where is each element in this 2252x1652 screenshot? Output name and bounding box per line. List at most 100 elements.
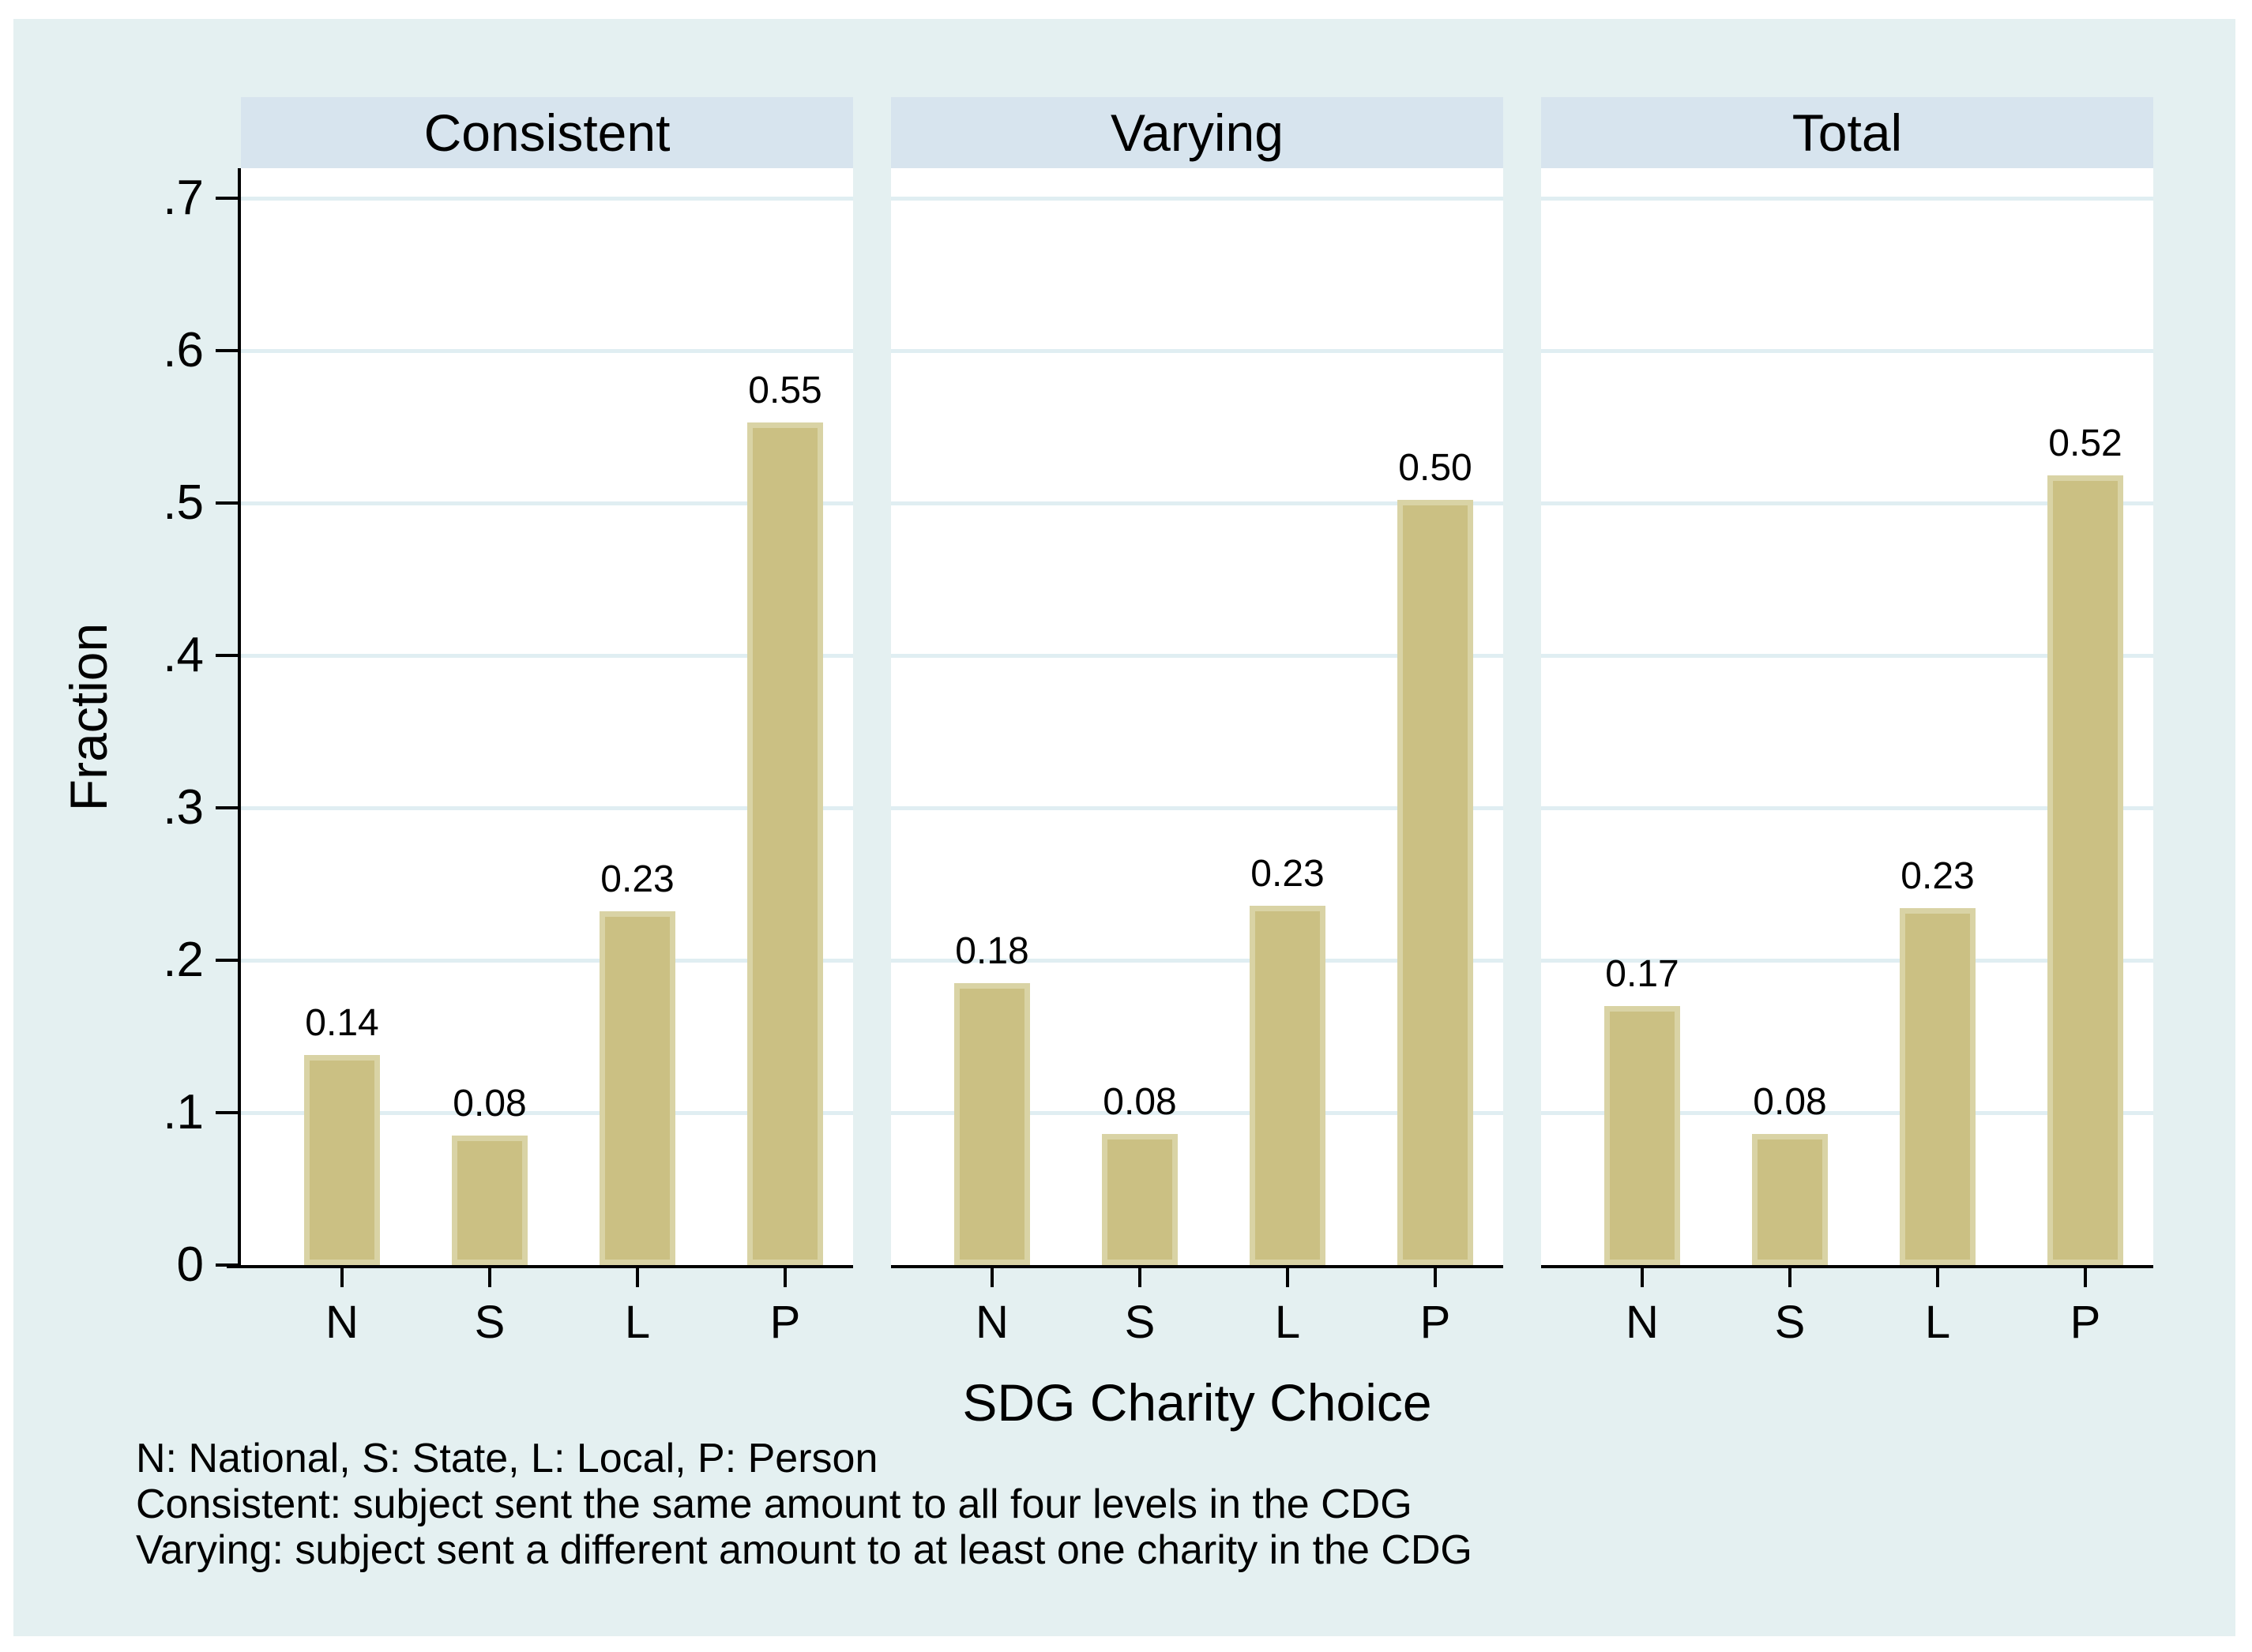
gridline	[891, 196, 1503, 201]
y-axis-tick	[216, 197, 238, 200]
gridline	[891, 805, 1503, 810]
x-axis-tick	[1936, 1268, 1939, 1287]
gridline	[891, 348, 1503, 353]
x-axis-tick	[340, 1268, 344, 1287]
bar-l	[600, 911, 675, 1265]
bar-value-label: 0.08	[453, 1083, 527, 1124]
bar-s	[1102, 1134, 1178, 1265]
x-tick-label-l: L	[1924, 1297, 1951, 1348]
gridline	[891, 1110, 1503, 1115]
panel-title: Consistent	[423, 103, 671, 162]
x-tick-label-n: N	[976, 1297, 1009, 1348]
x-tick-label-p: P	[1419, 1297, 1451, 1348]
gridline	[241, 653, 853, 658]
y-axis-tick	[216, 1263, 238, 1267]
panel-header: Varying	[891, 97, 1503, 168]
x-axis-line	[227, 1265, 853, 1268]
bar-s	[452, 1136, 528, 1265]
y-axis-tick	[216, 1111, 238, 1114]
gridline	[891, 958, 1503, 963]
bar-l	[1250, 906, 1325, 1265]
x-tick-label-s: S	[474, 1297, 506, 1348]
bar-p	[1397, 500, 1473, 1265]
bar-value-label: 0.23	[600, 858, 675, 900]
x-axis-line	[1541, 1265, 2153, 1268]
bar-p	[747, 422, 823, 1265]
panel-title: Total	[1791, 103, 1903, 162]
y-axis-tick-label: .4	[163, 628, 204, 682]
bar-value-label: 0.55	[748, 370, 822, 411]
gridline	[241, 958, 853, 963]
bar-value-label: 0.17	[1605, 953, 1679, 995]
gridline	[1541, 196, 2153, 201]
y-axis-tick	[216, 349, 238, 352]
bar-n	[954, 983, 1030, 1265]
gridline	[1541, 805, 2153, 810]
x-tick-label-p: P	[769, 1297, 801, 1348]
x-axis-tick	[1138, 1268, 1141, 1287]
note-line-2: Consistent: subject sent the same amount…	[136, 1481, 1412, 1527]
y-axis-tick-label: .2	[163, 933, 204, 987]
x-tick-label-l: L	[624, 1297, 651, 1348]
gridline	[1541, 653, 2153, 658]
bar-value-label: 0.08	[1103, 1081, 1177, 1123]
panel-plot: 0.14 0.08 0.23 0.55	[241, 168, 853, 1265]
gridline	[241, 348, 853, 353]
y-axis-tick-label: 0	[176, 1237, 204, 1292]
gridline	[241, 196, 853, 201]
panel-header: Consistent	[241, 97, 853, 168]
x-axis-tick	[1434, 1268, 1437, 1287]
gridline	[241, 805, 853, 810]
panel-plot: 0.17 0.08 0.23 0.52	[1541, 168, 2153, 1265]
bar-n	[304, 1055, 380, 1265]
bar-value-label: 0.23	[1250, 853, 1325, 895]
x-axis-tick	[784, 1268, 787, 1287]
y-axis-tick-label: .5	[163, 475, 204, 530]
bar-value-label: 0.14	[305, 1002, 379, 1044]
bar-l	[1900, 908, 1976, 1265]
y-axis-tick	[216, 806, 238, 809]
x-tick-label-s: S	[1124, 1297, 1156, 1348]
y-axis-line	[238, 168, 241, 1268]
bar-value-label: 0.52	[2048, 422, 2122, 464]
x-axis-tick	[1788, 1268, 1791, 1287]
x-tick-label-s: S	[1774, 1297, 1806, 1348]
gridline	[1541, 501, 2153, 505]
x-axis-tick	[991, 1268, 994, 1287]
bar-value-label: 0.23	[1900, 855, 1975, 897]
note-line-3: Varying: subject sent a different amount…	[136, 1527, 1472, 1573]
note-line-1: N: National, S: State, L: Local, P: Pers…	[136, 1436, 878, 1481]
x-tick-label-n: N	[325, 1297, 359, 1348]
x-axis-tick	[488, 1268, 491, 1287]
x-axis-tick	[1286, 1268, 1289, 1287]
x-tick-label-n: N	[1626, 1297, 1659, 1348]
x-axis-tick	[636, 1268, 639, 1287]
gridline	[891, 653, 1503, 658]
x-tick-label-p: P	[2070, 1297, 2101, 1348]
gridline	[1541, 1110, 2153, 1115]
bar-value-label: 0.18	[955, 930, 1029, 972]
gridline	[891, 501, 1503, 505]
y-axis-tick-label: .7	[163, 171, 204, 225]
bar-n	[1604, 1006, 1680, 1265]
gridline	[1541, 958, 2153, 963]
y-axis-tick-label: .3	[163, 780, 204, 835]
x-tick-label-l: L	[1274, 1297, 1301, 1348]
y-axis-tick	[216, 501, 238, 505]
gridline	[241, 501, 853, 505]
panel-header: Total	[1541, 97, 2153, 168]
bar-p	[2047, 475, 2123, 1265]
x-axis-line	[891, 1265, 1503, 1268]
panel-title: Varying	[1111, 103, 1284, 162]
y-axis-tick-label: .6	[163, 323, 204, 377]
panel-plot: 0.18 0.08 0.23 0.50	[891, 168, 1503, 1265]
figure-notes: N: National, S: State, L: Local, P: Pers…	[136, 1436, 1472, 1573]
x-axis-tick	[2084, 1268, 2087, 1287]
bar-s	[1752, 1134, 1828, 1265]
gridline	[241, 1110, 853, 1115]
x-axis-title: SDG Charity Choice	[962, 1373, 1432, 1432]
y-axis-tick	[216, 654, 238, 657]
y-axis-tick-label: .1	[163, 1085, 204, 1140]
bar-value-label: 0.08	[1753, 1081, 1827, 1123]
